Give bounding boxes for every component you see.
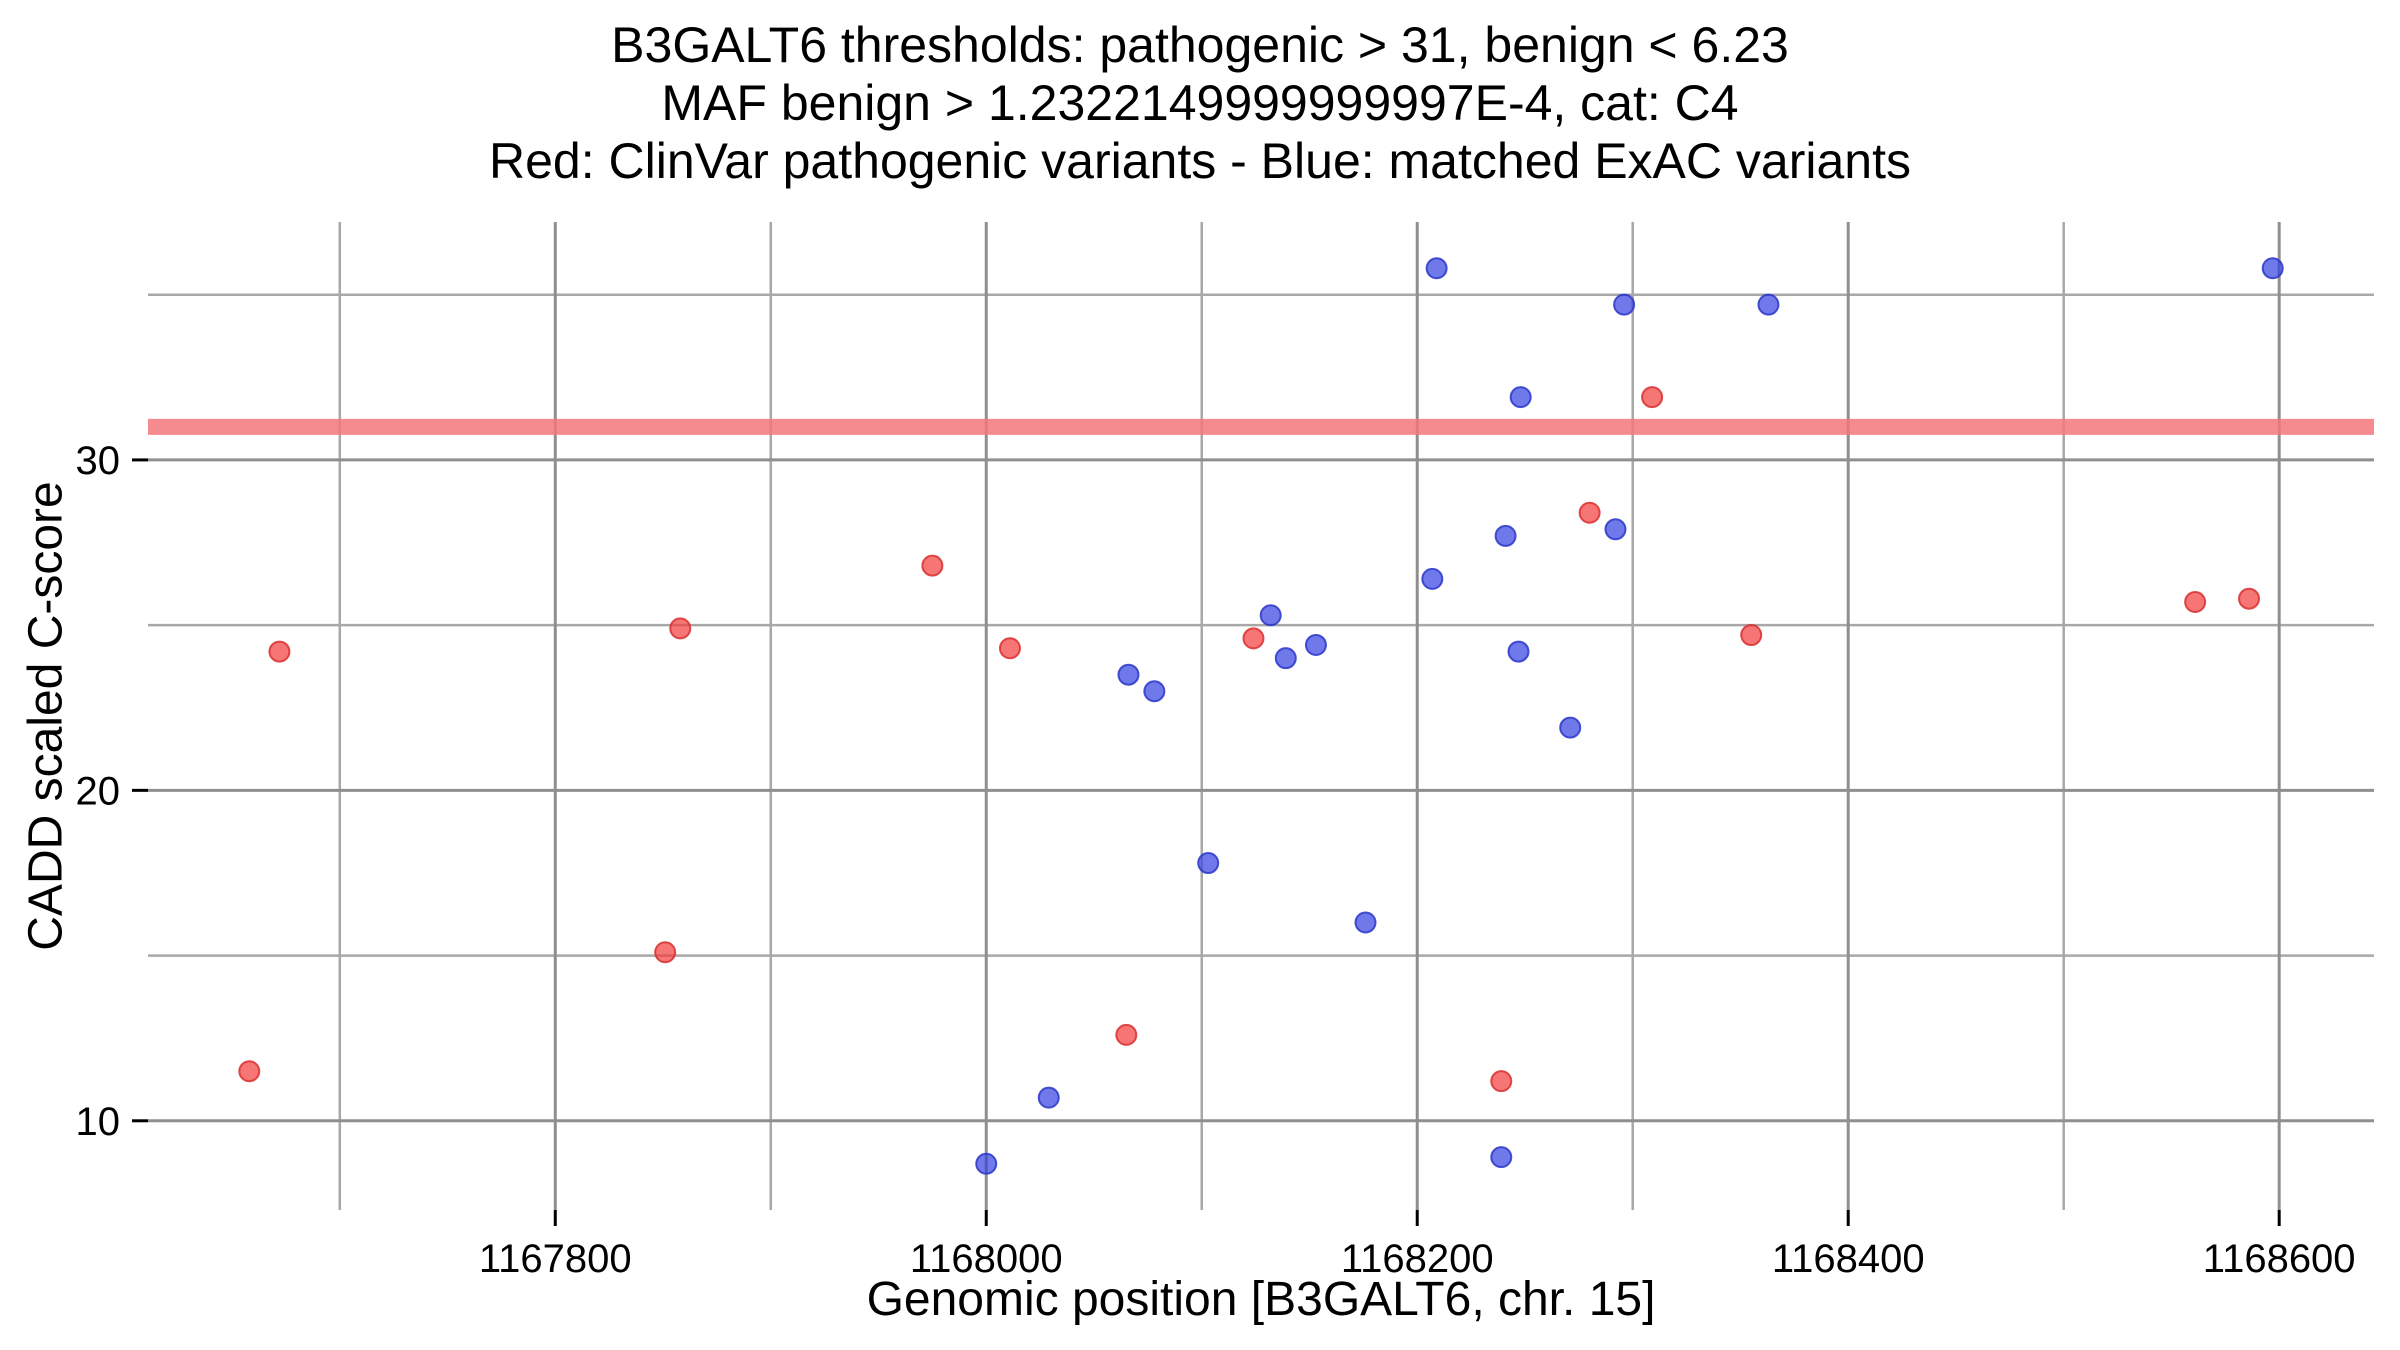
data-point-exac-matched — [2261, 257, 2284, 280]
data-point-exac-matched — [1509, 386, 1532, 409]
data-point-exac-matched — [1559, 716, 1582, 739]
data-point-exac-matched — [1259, 604, 1282, 627]
x-tick-label: 1167800 — [479, 1237, 632, 1281]
data-point-exac-matched — [1494, 524, 1517, 547]
data-point-clinvar-pathogenic — [1740, 624, 1763, 647]
x-tick-label: 1168400 — [1772, 1237, 1925, 1281]
chart-title-line2: MAF benign > 1.2322149999999997E-4, cat:… — [661, 75, 1739, 131]
y-tick-label: 10 — [76, 1100, 121, 1144]
chart-title-line1: B3GALT6 thresholds: pathogenic > 31, ben… — [611, 17, 1789, 73]
data-point-exac-matched — [1507, 640, 1530, 663]
data-point-exac-matched — [1613, 293, 1636, 316]
data-point-exac-matched — [1425, 257, 1448, 280]
data-point-clinvar-pathogenic — [921, 554, 944, 577]
data-point-exac-matched — [1354, 911, 1377, 934]
data-point-exac-matched — [1037, 1086, 1060, 1109]
data-point-clinvar-pathogenic — [1115, 1023, 1138, 1046]
data-point-clinvar-pathogenic — [2184, 591, 2207, 613]
data-point-clinvar-pathogenic — [1578, 501, 1601, 524]
data-point-exac-matched — [1117, 663, 1140, 686]
data-point-exac-matched — [975, 1152, 998, 1175]
data-point-exac-matched — [1304, 633, 1327, 656]
data-point-clinvar-pathogenic — [1641, 386, 1664, 409]
data-point-clinvar-pathogenic — [1242, 627, 1265, 650]
data-point-exac-matched — [1197, 852, 1220, 875]
y-axis-title: CADD scaled C-score — [19, 481, 73, 951]
data-point-exac-matched — [1143, 680, 1166, 703]
y-tick-label: 30 — [76, 439, 121, 483]
data-point-clinvar-pathogenic — [998, 637, 1021, 660]
y-tick-label: 20 — [76, 769, 121, 813]
x-tick-label: 1168600 — [2203, 1237, 2356, 1281]
chart-title: B3GALT6 thresholds: pathogenic > 31, ben… — [0, 16, 2400, 190]
data-point-exac-matched — [1490, 1146, 1513, 1169]
data-point-clinvar-pathogenic — [268, 640, 291, 663]
data-point-clinvar-pathogenic — [654, 941, 677, 964]
data-point-clinvar-pathogenic — [669, 617, 692, 640]
data-point-clinvar-pathogenic — [238, 1060, 261, 1083]
x-tick-label: 1168000 — [910, 1237, 1063, 1281]
data-point-exac-matched — [1757, 293, 1780, 316]
data-point-clinvar-pathogenic — [1490, 1070, 1513, 1093]
chart-title-line3: Red: ClinVar pathogenic variants - Blue:… — [489, 133, 1911, 189]
x-axis-title: Genomic position [B3GALT6, chr. 15] — [866, 1273, 1656, 1326]
x-tick-label: 1168200 — [1341, 1237, 1494, 1281]
data-point-exac-matched — [1274, 647, 1297, 670]
data-point-exac-matched — [1421, 567, 1444, 590]
data-point-clinvar-pathogenic — [2238, 587, 2261, 610]
data-point-exac-matched — [1604, 518, 1627, 541]
